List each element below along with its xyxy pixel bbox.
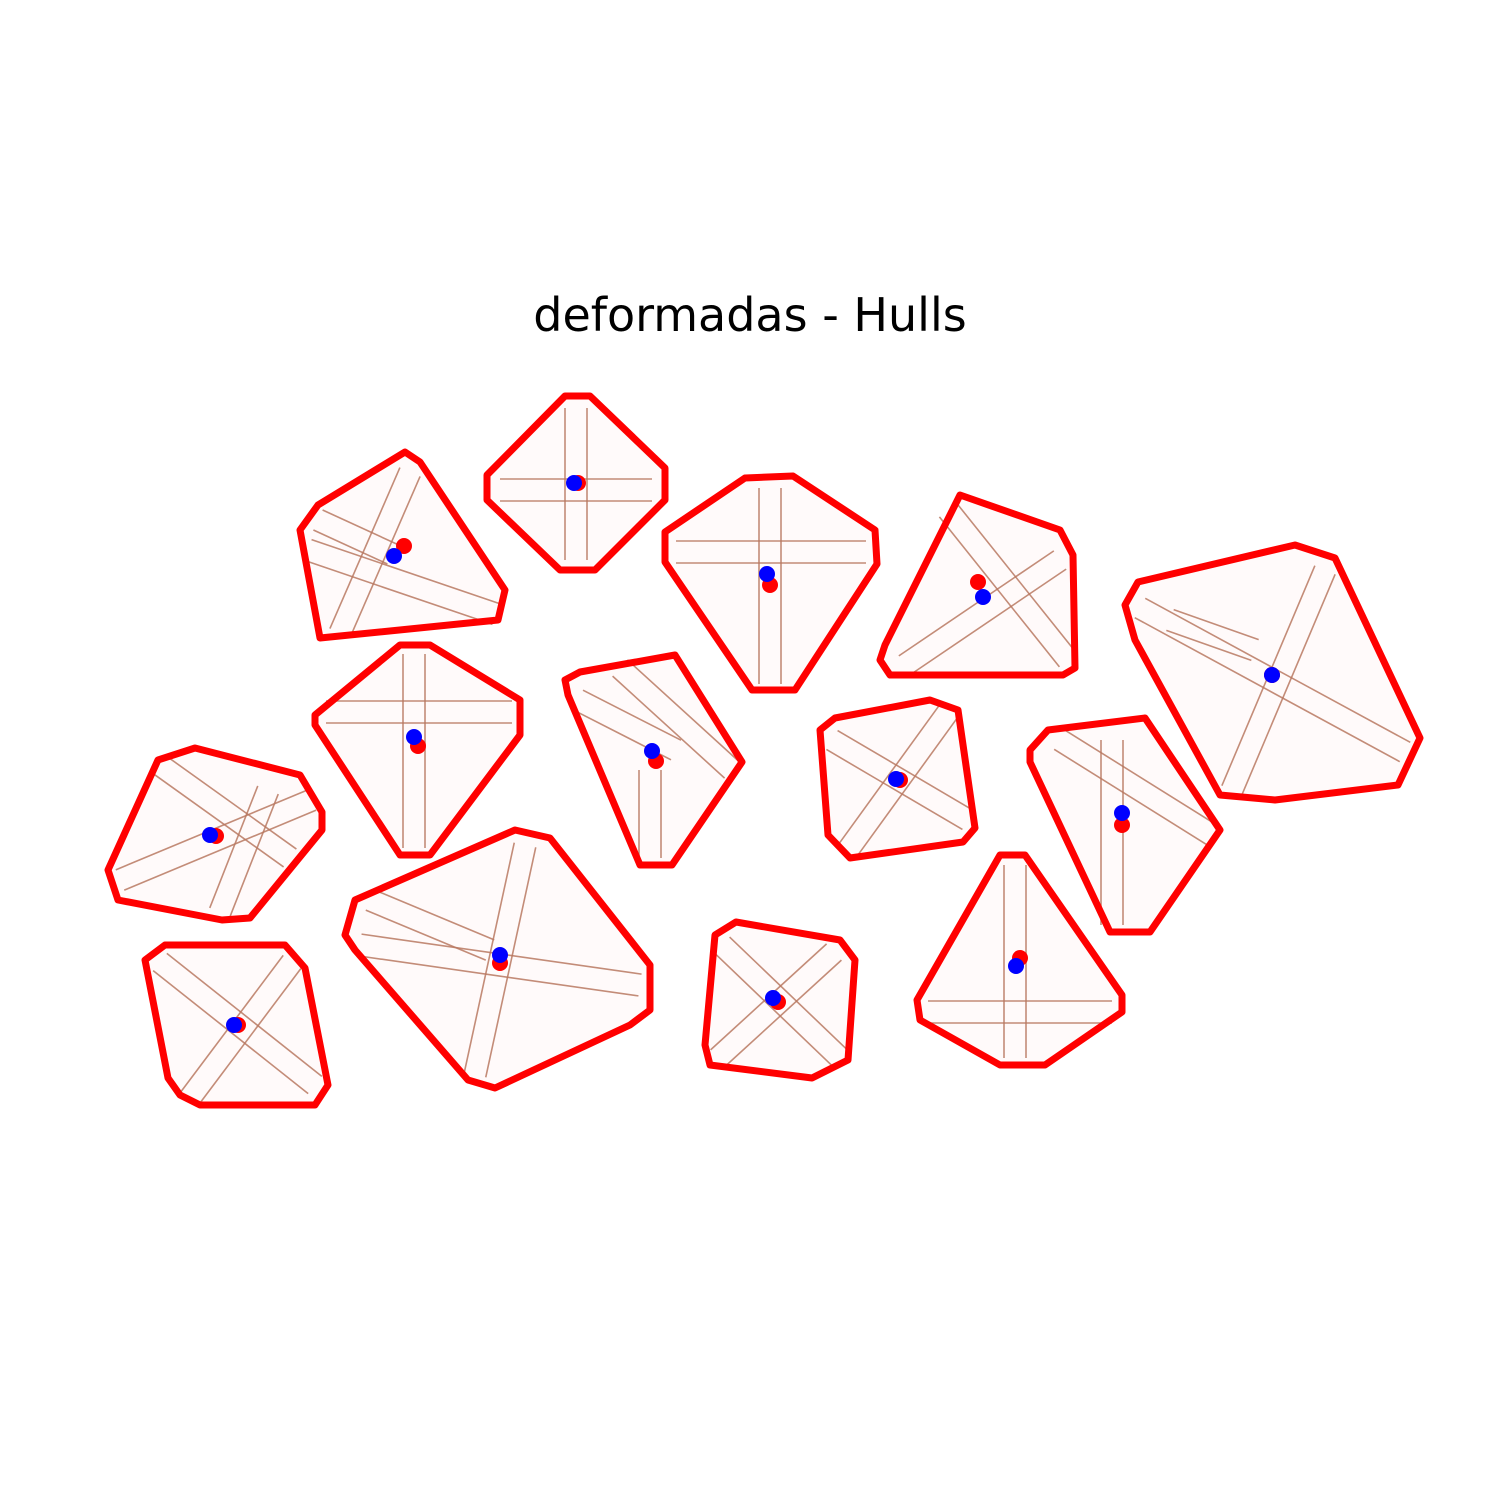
centroid-marker-blue [1008, 958, 1024, 974]
hull-outline [661, 472, 881, 694]
deformed-cross-shape [483, 392, 669, 574]
hull-outline [1026, 714, 1224, 936]
cross-arm-edge [165, 755, 297, 850]
deformed-cross-shape [104, 744, 326, 924]
centroid-marker-blue [888, 771, 904, 787]
centroid-marker-blue [975, 589, 991, 605]
hull-outline [311, 641, 524, 859]
cross-arm-edge [856, 717, 958, 857]
cross-arm-edge [724, 959, 842, 1067]
cross-arm-edge [582, 689, 682, 741]
figure-title: deformadas - Hulls [533, 288, 967, 342]
cross-arm-edge [729, 936, 851, 1053]
deformed-cross-shape [311, 641, 524, 859]
cross-arm-edge [898, 550, 1055, 657]
cross-arm-edge [198, 968, 302, 1106]
deformed-cross-shape [876, 491, 1079, 679]
deformed-cross-shape [296, 448, 509, 642]
cross-arm-edge [463, 842, 516, 1073]
cross-arm-edge [626, 659, 740, 763]
cross-arm-edge [713, 952, 835, 1069]
cross-arm-edge [229, 793, 279, 917]
hull-outline [913, 851, 1126, 1069]
cross-arm-edge [1241, 573, 1336, 795]
cross-arm-edge [910, 568, 1067, 675]
hull-outline [141, 941, 332, 1109]
cross-arm-edge [313, 529, 388, 565]
cross-arm-edge [826, 748, 963, 831]
hull-outline [1121, 541, 1424, 804]
deformed-cross-shape [141, 941, 332, 1109]
hull-outline [104, 744, 326, 924]
deformed-cross-shape [1026, 714, 1224, 936]
centroid-marker-blue [1114, 805, 1130, 821]
hull-outline [341, 826, 654, 1092]
deformed-cross-shape [341, 826, 654, 1092]
deformed-cross-shape [701, 918, 859, 1082]
deformed-cross-shape [913, 851, 1126, 1069]
cross-arm-edge [484, 847, 537, 1078]
cross-arm-edge [1053, 748, 1207, 846]
centroid-marker-red [1114, 817, 1130, 833]
centroid-marker-blue [644, 743, 660, 759]
centroid-marker-red [970, 574, 986, 590]
cross-arm-edge [329, 467, 401, 629]
cross-arm-edge [209, 785, 259, 909]
cross-arm-edge [153, 773, 285, 868]
centroid-marker-blue [765, 990, 781, 1006]
cross-arm-edge [1166, 629, 1252, 662]
deformed-cross-shape [661, 472, 881, 694]
cross-arm-edge [612, 675, 726, 779]
centroid-marker-blue [1264, 667, 1280, 683]
cross-arm-edge [1173, 608, 1259, 641]
deformed-cross-shape [1121, 541, 1424, 804]
centroid-marker-red [396, 538, 412, 554]
deformed-cross-shape [816, 696, 979, 862]
centroid-marker-blue [406, 729, 422, 745]
cross-arm-edge [358, 955, 639, 997]
cross-arm-edge [955, 502, 1078, 654]
cross-arm-edge [123, 809, 317, 891]
cross-arm-edge [322, 509, 397, 545]
cross-arm-edge [838, 705, 940, 845]
cross-arm-edge [1065, 729, 1219, 827]
hull-outline [701, 918, 859, 1082]
cross-arm-edge [373, 889, 495, 941]
centroid-marker-blue [566, 475, 582, 491]
centroid-marker-blue [226, 1017, 242, 1033]
cross-arm-edge [837, 729, 974, 812]
hull-outline [296, 448, 509, 642]
deformed-cross-shape [561, 651, 746, 869]
hull-outline [561, 651, 746, 869]
centroid-marker-blue [386, 548, 402, 564]
centroid-marker-blue [759, 566, 775, 582]
hull-outline [483, 392, 669, 574]
hull-outline [816, 696, 979, 862]
centroid-marker-blue [492, 947, 508, 963]
cross-arm-edge [938, 516, 1061, 668]
cross-arm-edge [1134, 616, 1401, 763]
hull-outline [876, 491, 1079, 679]
cross-arm-edge [311, 538, 500, 605]
cross-arm-edge [304, 559, 493, 626]
centroid-marker-blue [202, 827, 218, 843]
cross-arm-edge [349, 476, 421, 638]
cross-arm-edge [365, 909, 487, 961]
cross-arm-edge [166, 952, 323, 1078]
